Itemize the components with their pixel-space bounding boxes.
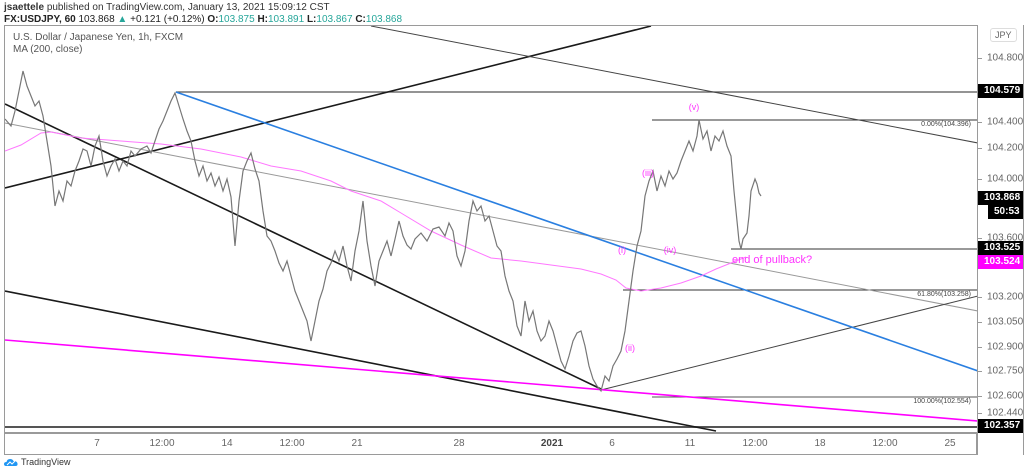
fib-100-label: 100.00%(102.554) <box>913 398 971 405</box>
x-tick: 6 <box>609 438 615 449</box>
wave-label-iii: (iii) <box>642 168 654 178</box>
falling-trendline-upper[interactable] <box>5 103 602 390</box>
price-change: +0.121 (+0.12%) <box>130 14 205 25</box>
y-tick: 102.900 <box>987 341 1024 353</box>
x-tick: 12:00 <box>149 438 175 449</box>
magenta-trendline[interactable] <box>5 339 977 422</box>
open-value: 103.875 <box>218 14 255 25</box>
brand-name: TradingView <box>21 457 71 467</box>
indicator-label: MA (200, close) <box>13 44 83 55</box>
currency-badge[interactable]: JPY <box>990 28 1017 42</box>
publisher-name[interactable]: jsaettele <box>4 2 45 13</box>
wave-label-v: (v) <box>689 102 700 112</box>
chart-pane[interactable]: U.S. Dollar / Japanese Yen, 1h, FXCM MA … <box>4 25 977 433</box>
chart-canvas[interactable]: (v) (iii) (i) (iv) (ii) end of pullback?… <box>5 26 977 433</box>
end-of-pullback-annotation: end of pullback? <box>732 254 812 266</box>
rising-trendline[interactable] <box>5 26 652 189</box>
price-label-103525: 103.525 <box>978 241 1024 255</box>
time-axis[interactable]: 7 12:00 14 12:00 21 28 2021 6 11 12:00 1… <box>4 433 977 455</box>
symbol-quote-bar: FX:USDJPY, 60 103.868 ▲ +0.121 (+0.12%) … <box>4 14 402 25</box>
x-tick: 18 <box>814 438 826 449</box>
falling-trendline-lower[interactable] <box>5 290 717 432</box>
y-tick: 102.600 <box>987 390 1024 402</box>
x-tick: 7 <box>94 438 100 449</box>
fib-base-line[interactable] <box>600 295 977 391</box>
y-tick: 103.050 <box>987 316 1024 328</box>
x-tick: 21 <box>351 438 363 449</box>
publish-text: published on TradingView.com, January 13… <box>46 2 330 13</box>
fib-618-label: 61.80%(103.258) <box>917 291 971 298</box>
price-axis[interactable]: 104.800 104.400 104.200 104.000 103.600 … <box>977 25 1024 455</box>
last-price: 103.868 <box>78 14 115 25</box>
low-label: L: <box>306 14 317 25</box>
x-tick: 25 <box>944 438 956 449</box>
y-tick: 104.000 <box>987 173 1024 185</box>
x-tick: 12:00 <box>872 438 898 449</box>
price-label-102357: 102.357 <box>978 419 1024 433</box>
y-tick: 102.750 <box>987 365 1024 377</box>
close-label: C: <box>355 14 366 25</box>
high-value: 103.891 <box>268 14 305 25</box>
last-price-label: 103.868 <box>978 191 1024 205</box>
x-tick-year: 2021 <box>540 438 564 449</box>
y-tick: 103.200 <box>987 291 1024 303</box>
wave-label-iv: (iv) <box>664 245 677 255</box>
gray-trendline[interactable] <box>5 122 977 312</box>
low-value: 103.867 <box>316 14 353 25</box>
chart-legend: U.S. Dollar / Japanese Yen, 1h, FXCM MA … <box>13 32 183 56</box>
y-tick: 104.800 <box>987 52 1024 64</box>
fib-0-label: 0.00%(104.396) <box>921 121 971 128</box>
tradingview-branding[interactable]: TradingView <box>4 457 71 467</box>
blue-trendline[interactable] <box>175 91 977 372</box>
tradingview-cloud-icon <box>4 458 18 466</box>
y-tick: 104.400 <box>987 116 1024 128</box>
price-series <box>5 70 762 393</box>
publish-info: jsaettele published on TradingView.com, … <box>4 2 330 13</box>
symbol-label: FX:USDJPY, 60 <box>4 14 76 25</box>
close-value: 103.868 <box>365 14 403 25</box>
up-arrow-icon: ▲ <box>117 14 128 25</box>
x-tick: 12:00 <box>279 438 305 449</box>
open-label: O: <box>207 14 219 25</box>
x-tick: 11 <box>684 438 696 449</box>
ma-200-line <box>5 131 747 292</box>
upper-channel-line[interactable] <box>370 26 977 144</box>
wave-label-i: (i) <box>618 245 626 255</box>
ma-price-label: 103.524 <box>978 255 1024 269</box>
x-tick: 12:00 <box>742 438 768 449</box>
price-label-104579: 104.579 <box>978 84 1024 98</box>
y-tick: 103.600 <box>987 232 1024 244</box>
x-tick: 14 <box>221 438 233 449</box>
y-tick: 102.440 <box>987 407 1024 419</box>
y-tick: 104.200 <box>987 142 1024 154</box>
bar-countdown-label: 50:53 <box>988 205 1023 219</box>
series-title: U.S. Dollar / Japanese Yen, 1h, FXCM <box>13 32 184 43</box>
x-tick: 28 <box>453 438 465 449</box>
high-label: H: <box>257 14 268 25</box>
wave-label-ii: (ii) <box>625 343 635 353</box>
